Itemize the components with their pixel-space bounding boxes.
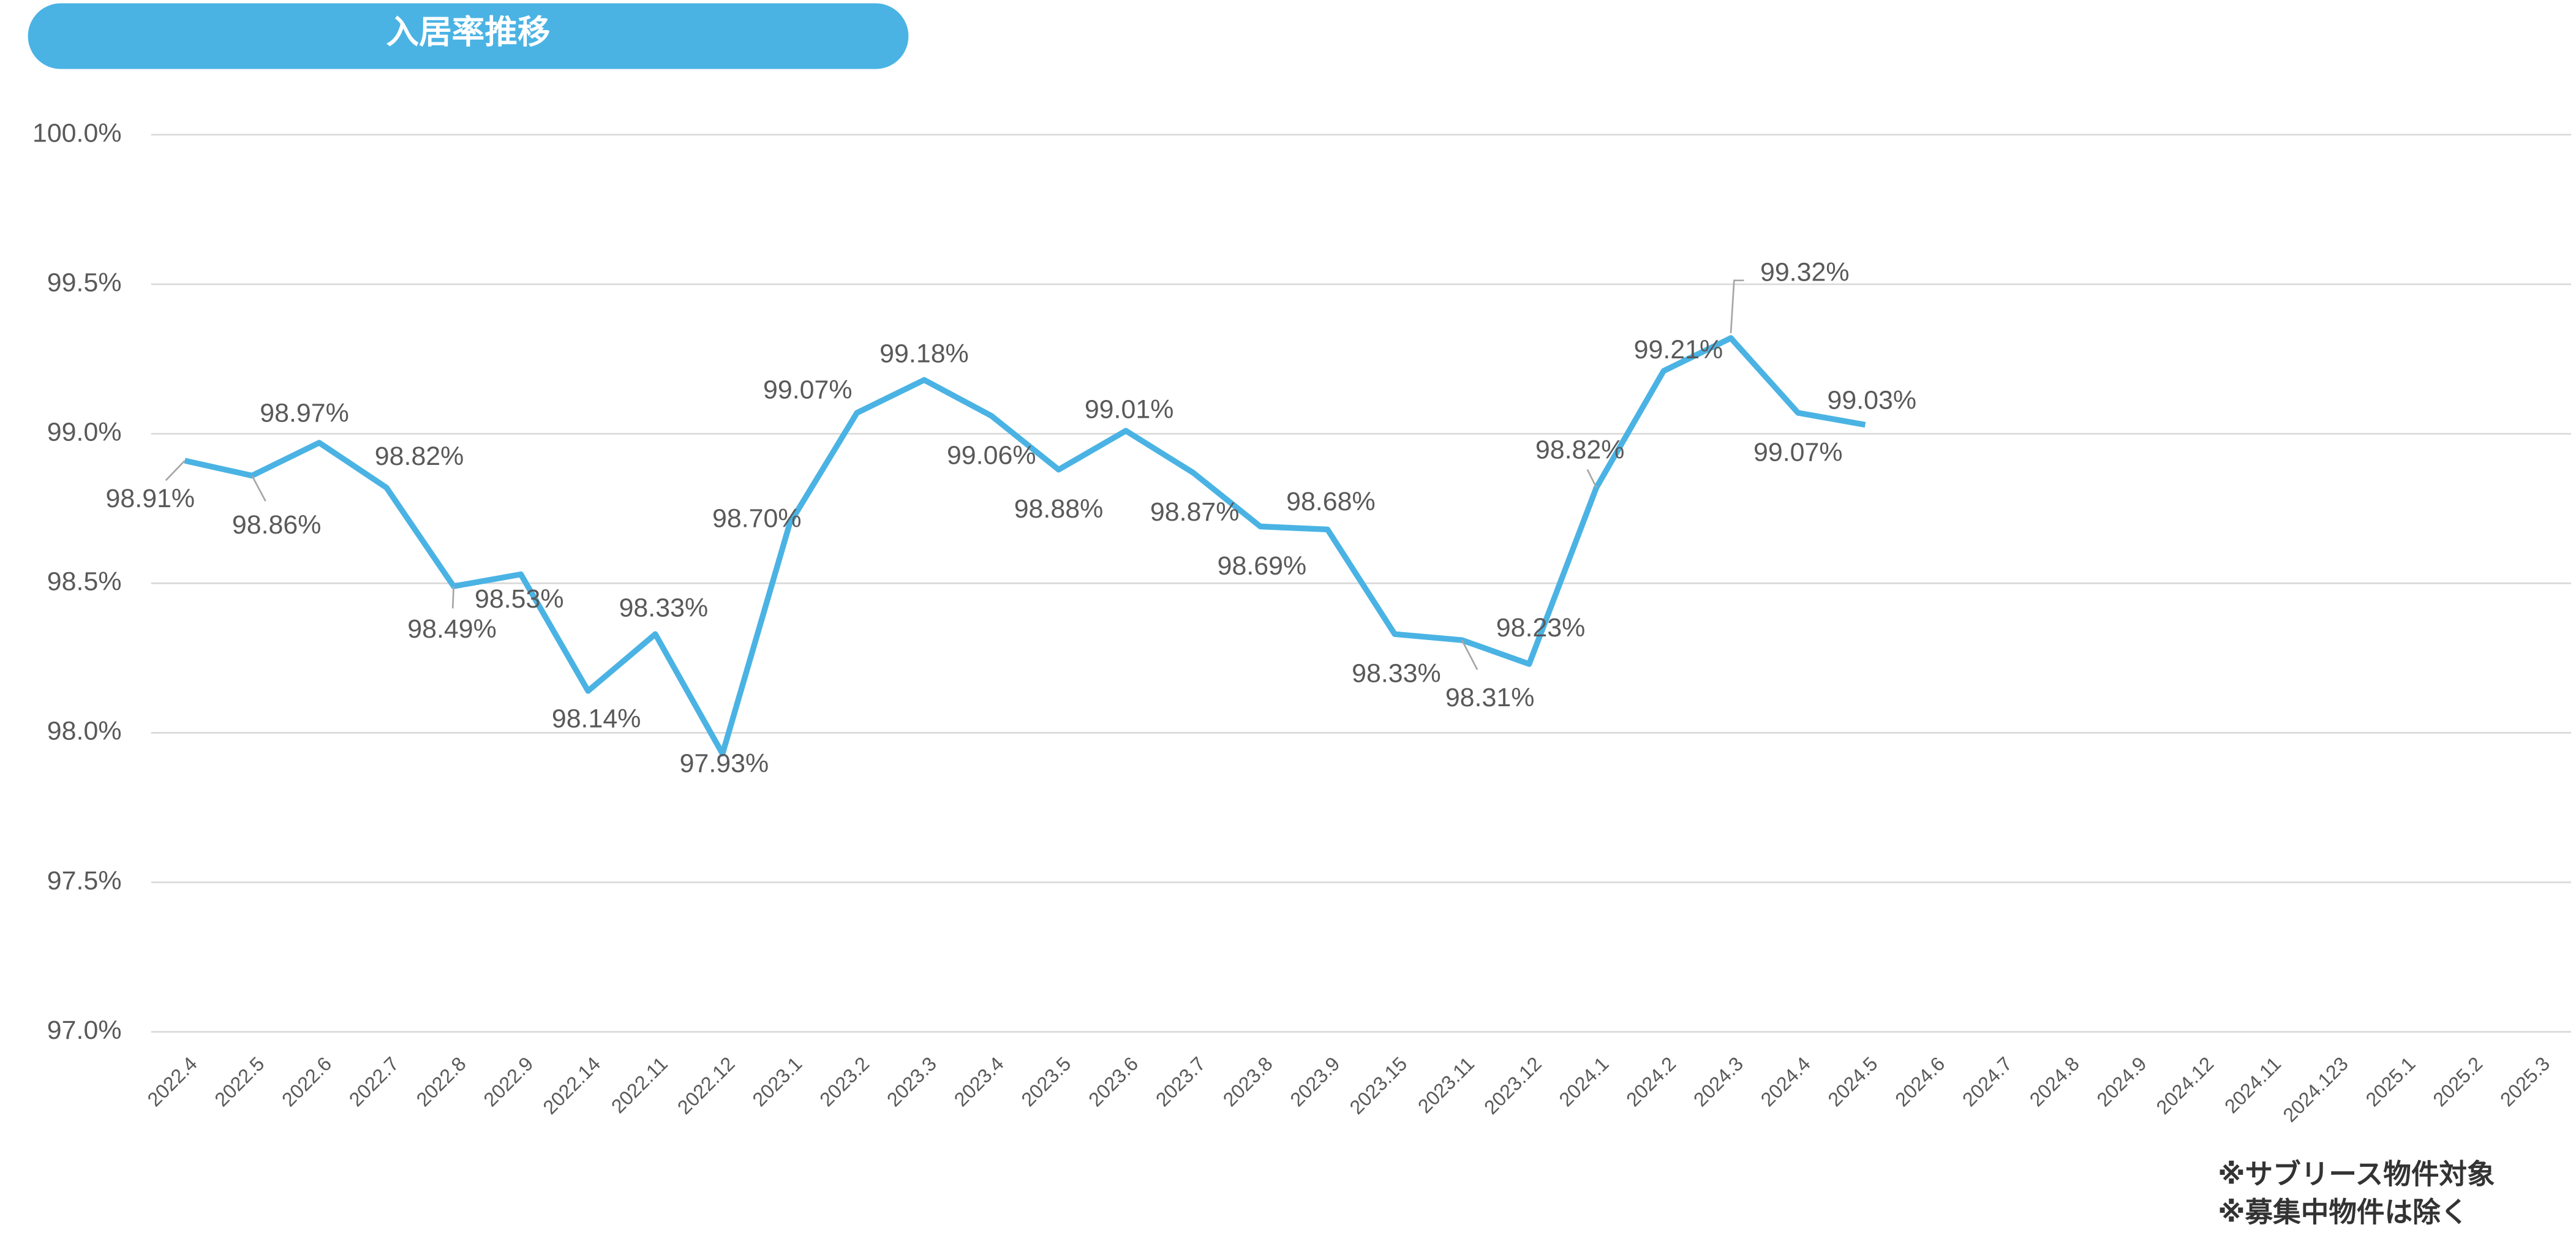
- x-tick-label: 2023.8: [1219, 1052, 1277, 1111]
- y-tick-label: 99.0%: [47, 417, 122, 447]
- x-tick-label: 2023.15: [1346, 1052, 1412, 1118]
- data-label: 99.21%: [1634, 335, 1723, 364]
- leader-line: [165, 460, 186, 481]
- data-label: 98.91%: [106, 484, 195, 513]
- x-tick-label: 2024.6: [1891, 1052, 1949, 1111]
- data-label: 99.07%: [1753, 437, 1843, 467]
- data-label: 98.82%: [375, 442, 464, 471]
- leader-line: [251, 475, 266, 502]
- data-label: 98.49%: [407, 614, 497, 644]
- x-tick-label: 2022.9: [479, 1052, 537, 1111]
- data-label: 99.32%: [1760, 258, 1850, 287]
- title-pill: [28, 3, 909, 69]
- data-label: 98.69%: [1218, 551, 1307, 581]
- x-tick-label: 2024.11: [2220, 1052, 2285, 1117]
- x-tick-label: 2024.9: [2093, 1052, 2151, 1111]
- data-label: 98.87%: [1150, 497, 1240, 527]
- x-tick-label: 2024.4: [1757, 1052, 1815, 1111]
- leader-line: [1461, 639, 1478, 670]
- x-tick-label: 2023.9: [1286, 1052, 1344, 1111]
- x-tick-label: 2024.5: [1824, 1052, 1882, 1111]
- y-tick-label: 98.5%: [47, 567, 122, 597]
- data-label: 98.14%: [552, 704, 641, 734]
- note: ※募集中物件は除く: [2218, 1196, 2468, 1227]
- x-tick-label: 2022.12: [673, 1052, 739, 1118]
- x-tick-label: 2022.14: [539, 1052, 605, 1118]
- data-label: 98.82%: [1535, 435, 1625, 464]
- y-tick-label: 99.5%: [47, 268, 122, 297]
- x-tick-label: 2024.8: [2025, 1052, 2084, 1111]
- data-label: 98.68%: [1286, 487, 1376, 516]
- x-tick-label: 2024.12: [2152, 1052, 2218, 1118]
- x-tick-label: 2023.11: [1414, 1052, 1478, 1117]
- x-tick-label: 2022.5: [210, 1052, 268, 1111]
- x-tick-label: 2023.12: [1480, 1052, 1546, 1118]
- x-tick-label: 2023.5: [1017, 1052, 1075, 1111]
- x-tick-label: 2023.2: [815, 1052, 873, 1111]
- x-tick-label: 2025.1: [2362, 1052, 2420, 1111]
- data-label: 98.86%: [232, 510, 322, 540]
- x-tick-label: 2022.8: [412, 1052, 470, 1111]
- x-tick-label: 2022.6: [277, 1052, 336, 1111]
- data-label: 99.07%: [763, 375, 853, 404]
- data-label: 97.93%: [680, 749, 769, 779]
- data-label: 98.97%: [260, 399, 349, 428]
- data-label: 98.33%: [619, 593, 709, 622]
- x-tick-label: 2022.11: [607, 1052, 672, 1117]
- x-tick-label: 2023.1: [748, 1052, 806, 1111]
- leader-line: [1586, 469, 1597, 488]
- x-tick-label: 2024.123: [2279, 1052, 2352, 1126]
- data-label: 99.06%: [947, 440, 1036, 470]
- data-label: 98.53%: [475, 584, 564, 614]
- x-tick-label: 2025.3: [2496, 1052, 2554, 1111]
- data-label: 98.88%: [1014, 494, 1104, 524]
- x-tick-label: 2025.2: [2428, 1052, 2487, 1111]
- y-tick-label: 98.0%: [47, 717, 122, 746]
- x-tick-label: 2023.4: [950, 1052, 1008, 1111]
- x-tick-label: 2024.2: [1622, 1052, 1680, 1111]
- x-tick-label: 2024.3: [1689, 1052, 1747, 1111]
- data-line: [184, 335, 1866, 757]
- x-tick-label: 2024.7: [1958, 1052, 2016, 1111]
- y-tick-label: 97.0%: [47, 1016, 122, 1045]
- y-tick-label: 97.5%: [47, 866, 122, 896]
- data-label: 99.01%: [1085, 394, 1174, 424]
- chart-title: 入居率推移: [386, 14, 550, 51]
- data-label: 99.03%: [1827, 385, 1916, 415]
- data-label: 98.33%: [1352, 659, 1441, 688]
- x-tick-label: 2023.6: [1084, 1052, 1142, 1111]
- x-tick-label: 2022.4: [143, 1052, 201, 1111]
- y-tick-label: 100.0%: [32, 118, 122, 148]
- x-tick-label: 2023.3: [883, 1052, 941, 1111]
- x-tick-label: 2023.7: [1151, 1052, 1210, 1111]
- note: ※サブリース物件対象: [2218, 1159, 2495, 1190]
- data-label: 98.23%: [1496, 613, 1586, 643]
- data-label: 98.31%: [1445, 683, 1535, 712]
- x-tick-label: 2024.1: [1555, 1052, 1613, 1111]
- leader-line: [1730, 279, 1744, 333]
- data-label: 98.70%: [712, 504, 802, 534]
- x-tick-label: 2022.7: [345, 1052, 403, 1111]
- data-label: 99.18%: [879, 339, 969, 368]
